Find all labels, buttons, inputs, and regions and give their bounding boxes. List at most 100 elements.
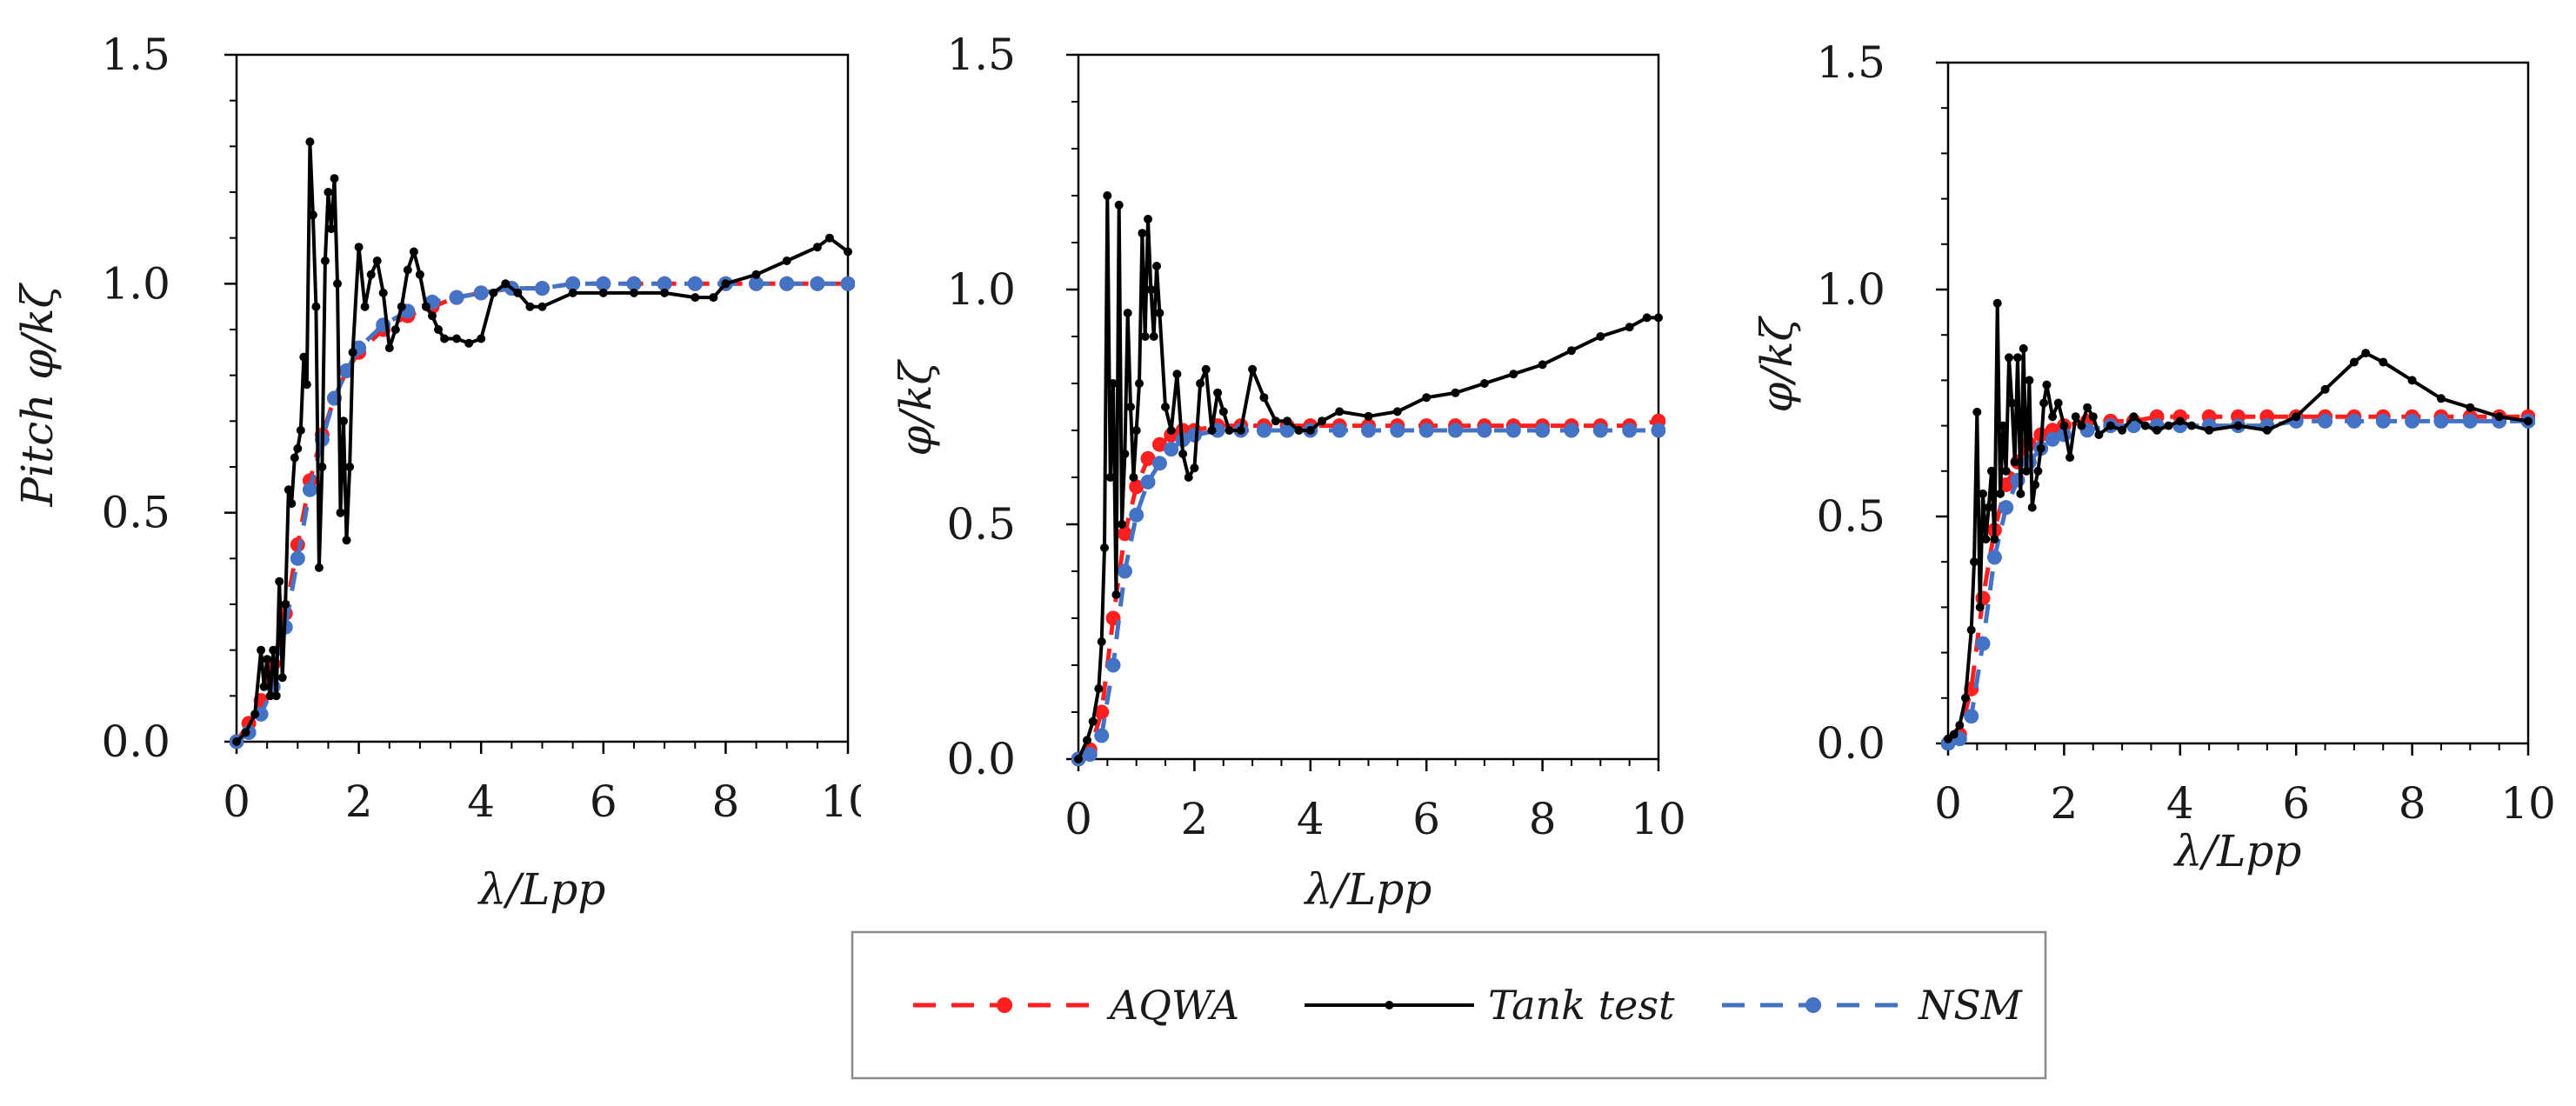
data-point-tank-test xyxy=(2524,416,2533,426)
data-point-tank-test xyxy=(2077,421,2086,430)
data-point-nsm xyxy=(1256,423,1271,438)
data-point-tank-test xyxy=(378,288,388,297)
data-point-nsm xyxy=(1331,423,1347,438)
data-point-tank-test xyxy=(2349,357,2359,367)
data-point-tank-test xyxy=(1271,416,1280,426)
data-point-tank-test xyxy=(1172,370,1182,379)
data-point-tank-test xyxy=(311,302,321,311)
data-point-tank-test xyxy=(397,302,406,311)
data-point-tank-test xyxy=(1094,684,1104,693)
data-point-tank-test xyxy=(302,380,311,390)
data-point-tank-test xyxy=(2071,412,2080,422)
x-axis-title: λ/Lpp xyxy=(2173,826,2302,876)
x-axis-title: λ/Lpp xyxy=(477,864,606,915)
data-point-tank-test xyxy=(372,257,382,265)
data-point-tank-test xyxy=(2118,425,2127,435)
y-tick-label: 1.0 xyxy=(101,258,170,309)
data-point-aqwa xyxy=(1975,590,1991,606)
data-point-nsm xyxy=(1186,427,1202,443)
data-point-tank-test xyxy=(2106,421,2115,430)
data-point-tank-test xyxy=(782,257,791,265)
data-point-nsm xyxy=(1082,747,1098,763)
legend-label-tank-test: Tank test xyxy=(1488,982,1675,1029)
data-point-tank-test xyxy=(1161,403,1170,411)
data-point-tank-test xyxy=(2292,412,2301,422)
data-point-nsm xyxy=(1986,550,2002,565)
data-point-nsm xyxy=(339,363,354,378)
x-tick-label: 4 xyxy=(467,776,495,827)
data-point-tank-test xyxy=(250,710,260,719)
series-line-aqwa xyxy=(234,281,848,743)
data-point-tank-test xyxy=(317,463,327,471)
y-tick-label: 0.0 xyxy=(946,734,1016,784)
series-line-tank-test xyxy=(1946,301,2529,741)
data-point-tank-test xyxy=(275,576,284,586)
data-point-nsm xyxy=(1151,456,1167,471)
data-point-tank-test xyxy=(464,338,474,348)
data-point-tank-test xyxy=(1479,379,1489,388)
data-point-tank-test xyxy=(477,334,486,343)
x-tick-label: 8 xyxy=(711,776,739,827)
data-point-tank-test xyxy=(1083,736,1091,745)
data-point-tank-test xyxy=(691,293,700,303)
data-point-tank-test xyxy=(824,233,834,243)
data-point-tank-test xyxy=(2175,416,2185,426)
data-point-tank-test xyxy=(287,499,297,509)
x-tick-label: 6 xyxy=(1412,794,1440,844)
y-tick-label: 0.0 xyxy=(101,716,170,767)
legend-marker-tank-test xyxy=(1385,1001,1394,1009)
data-point-tank-test xyxy=(232,737,241,746)
data-point-tank-test xyxy=(1166,426,1176,435)
data-point-tank-test xyxy=(1129,473,1138,482)
data-point-tank-test xyxy=(1305,426,1315,435)
data-point-tank-test xyxy=(1259,393,1269,403)
data-point-nsm xyxy=(2346,413,2362,429)
x-tick-label: 0 xyxy=(223,776,250,827)
data-point-tank-test xyxy=(1236,426,1245,435)
data-point-aqwa xyxy=(1117,526,1132,542)
data-point-tank-test xyxy=(1984,503,1993,512)
data-point-tank-test xyxy=(2007,398,2017,408)
data-point-nsm xyxy=(565,276,581,291)
series-line-aqwa xyxy=(1077,418,1659,761)
data-point-tank-test xyxy=(284,485,293,495)
data-point-tank-test xyxy=(1131,426,1141,435)
data-point-tank-test xyxy=(345,463,355,471)
data-point-nsm xyxy=(290,550,305,566)
data-point-tank-test xyxy=(403,265,412,275)
data-point-nsm xyxy=(1279,423,1295,438)
data-point-tank-test xyxy=(440,334,449,343)
data-point-tank-test xyxy=(1126,403,1135,411)
data-point-tank-test xyxy=(2005,353,2013,363)
data-point-tank-test xyxy=(2065,453,2075,463)
chart-panel-middle: 0 2 4 6 8 10 0.0 0.5 1.0 1.5 λ/Lpp φ/kζ xyxy=(891,30,1686,915)
data-point-nsm xyxy=(1505,423,1521,438)
data-point-tank-test xyxy=(1123,309,1132,317)
data-point-tank-test xyxy=(421,302,430,311)
data-point-tank-test xyxy=(1138,229,1147,238)
series-line-nsm xyxy=(1078,428,1658,762)
data-point-tank-test xyxy=(354,243,364,252)
y-tick-label: 1.5 xyxy=(101,30,170,80)
x-tick-label: 8 xyxy=(2399,778,2426,829)
data-point-tank-test xyxy=(1100,543,1109,552)
data-point-nsm xyxy=(2318,413,2333,429)
data-point-nsm xyxy=(449,290,464,305)
x-tick-label: 2 xyxy=(1180,794,1208,844)
data-point-tank-test xyxy=(1961,693,1970,703)
data-point-tank-test xyxy=(2048,412,2058,422)
data-point-aqwa xyxy=(1140,450,1156,466)
data-point-tank-test xyxy=(330,174,339,183)
data-point-tank-test xyxy=(2094,430,2104,439)
data-point-nsm xyxy=(596,276,611,291)
data-point-nsm xyxy=(2045,431,2060,447)
y-axis-title: φ/kζ xyxy=(891,358,941,456)
data-point-tank-test xyxy=(1509,370,1518,379)
data-point-tank-test xyxy=(2039,398,2049,408)
data-point-tank-test xyxy=(2164,421,2173,430)
legend-entry-tank-test: Tank test xyxy=(1305,982,1675,1029)
data-point-nsm xyxy=(535,281,550,296)
x-tick-label: 0 xyxy=(1064,794,1092,844)
